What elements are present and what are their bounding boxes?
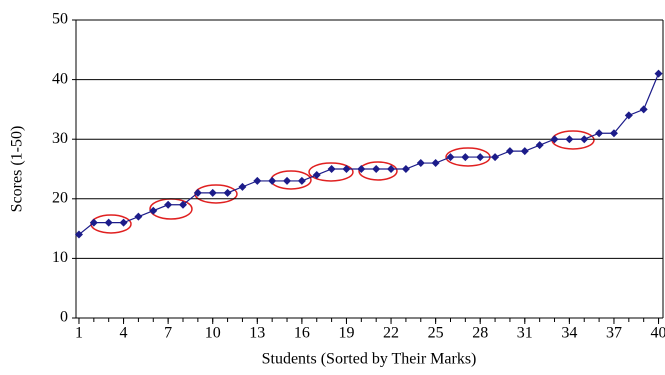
data-point (104, 218, 113, 227)
highlight (194, 184, 238, 204)
y-tick-label: 20 (52, 189, 68, 206)
data-point (550, 135, 559, 144)
x-tick-label: 13 (249, 325, 265, 342)
data-point (253, 176, 262, 185)
data-point (416, 159, 425, 168)
data-point (609, 129, 618, 138)
highlight (90, 214, 132, 234)
highlight (308, 162, 354, 182)
data-point (223, 188, 232, 197)
data-point (372, 165, 381, 173)
data-point (595, 129, 604, 138)
data-point (342, 165, 351, 173)
data-point (149, 206, 158, 215)
x-tick-label: 25 (428, 325, 444, 342)
y-tick-label: 40 (52, 70, 68, 87)
data-point (283, 176, 292, 185)
y-axis-label: Scores (1-50) (9, 126, 26, 213)
x-tick-label: 37 (606, 325, 622, 342)
data-point (387, 165, 396, 173)
y-tick-label: 0 (60, 309, 68, 326)
data-point (476, 153, 485, 162)
data-point (491, 153, 500, 162)
data-point (208, 188, 217, 197)
highlight (551, 130, 595, 150)
data-point (431, 159, 440, 168)
x-tick-label: 16 (294, 325, 310, 342)
data-point (624, 111, 633, 120)
x-tick-label: 22 (383, 325, 399, 342)
data-point (565, 135, 574, 144)
data-point (89, 218, 98, 227)
data-point (446, 153, 455, 162)
data-point (297, 176, 306, 185)
data-point (535, 141, 544, 150)
y-tick-label: 10 (52, 249, 68, 266)
data-point (327, 165, 336, 173)
data-point (74, 230, 83, 239)
highlight-ellipses (90, 130, 595, 234)
data-point (654, 69, 663, 78)
data-point (520, 147, 529, 156)
data-point (401, 165, 410, 173)
highlight (358, 161, 398, 181)
data-point (312, 170, 321, 179)
x-tick-label: 7 (164, 325, 172, 342)
x-tick-label: 40 (651, 325, 665, 342)
data-point (119, 218, 128, 227)
x-tick-label: 4 (120, 325, 128, 342)
x-tick-label: 34 (561, 325, 577, 342)
data-point (238, 182, 247, 191)
data-point (461, 153, 470, 162)
y-tick-label: 50 (52, 11, 68, 28)
data-point (580, 135, 589, 144)
data-point (505, 147, 514, 156)
x-tick-label: 1 (75, 325, 83, 342)
data-point (639, 105, 648, 114)
y-tick-label: 30 (52, 130, 68, 147)
x-tick-label: 28 (472, 325, 488, 342)
data-point (268, 176, 277, 185)
x-tick-label: 19 (338, 325, 354, 342)
x-tick-label: 10 (205, 325, 221, 342)
x-axis-label: Students (Sorted by Their Marks) (262, 351, 477, 368)
data-point (357, 165, 366, 173)
data-point (134, 212, 143, 221)
series-line (78, 73, 660, 236)
data-point (164, 200, 173, 209)
data-point (193, 188, 202, 197)
x-tick-label: 31 (517, 325, 533, 342)
data-point (178, 200, 187, 209)
